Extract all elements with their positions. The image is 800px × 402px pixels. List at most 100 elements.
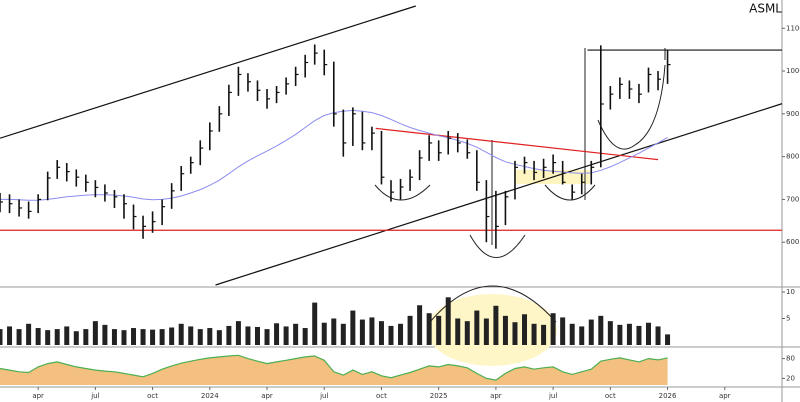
volume-bar (369, 317, 375, 345)
x-tick-label: 2024 (201, 392, 219, 400)
volume-bar (131, 328, 137, 345)
x-tick-label: oct (376, 392, 387, 400)
volume-bar (502, 315, 508, 345)
volume-bar (293, 323, 299, 345)
volume-bar (417, 305, 423, 345)
volume-bar (541, 324, 547, 345)
y-tick-label: 5 (786, 315, 790, 323)
volume-bar (455, 318, 461, 345)
x-tick-label: 2025 (430, 392, 448, 400)
volume-bar (0, 329, 3, 345)
x-tick-label: apr (261, 392, 273, 400)
y-tick-label: 20 (786, 374, 795, 382)
volume-bar (264, 329, 270, 345)
volume-bar (626, 323, 632, 345)
volume-bar (16, 329, 22, 345)
y-tick-label: 800 (786, 153, 799, 161)
volume-bar (607, 321, 613, 345)
volume-bar (111, 329, 117, 345)
y-tick-label: 80 (786, 355, 795, 363)
volume-bar (531, 323, 537, 345)
trend-line (215, 103, 782, 286)
volume-bar (398, 323, 404, 345)
volume-bar (598, 315, 604, 345)
volume-bar (579, 326, 585, 345)
x-tick-label: jul (90, 392, 99, 400)
y-tick-label: 1000 (786, 67, 800, 75)
volume-bar (235, 321, 241, 345)
trend-line (375, 127, 659, 161)
volume-bar (54, 329, 60, 345)
volume-bar (493, 305, 499, 345)
volume-bar (569, 323, 575, 345)
volume-bar (121, 330, 127, 345)
trend-line (0, 5, 416, 139)
volume-bar (188, 326, 194, 345)
x-tick-label: jul (548, 392, 557, 400)
volume-bar (522, 314, 528, 345)
volume-bar (436, 315, 442, 345)
oscillator-line (0, 354, 668, 381)
x-tick-label: oct (605, 392, 616, 400)
pattern-arc (429, 285, 557, 323)
volume-bar (474, 310, 480, 345)
volume-bar (26, 323, 32, 345)
volume-bar (340, 323, 346, 345)
volume-bar (216, 330, 222, 345)
x-tick-label: apr (32, 392, 44, 400)
volume-bar (617, 324, 623, 345)
volume-bar (245, 326, 251, 345)
volume-bar (150, 329, 156, 345)
volume-bar (388, 325, 394, 345)
volume-bar (550, 313, 556, 345)
x-tick-label: apr (490, 392, 502, 400)
x-tick-label: jul (319, 392, 328, 400)
volume-bar (159, 329, 165, 345)
price-panel (0, 5, 782, 286)
volume-bar (426, 313, 432, 345)
y-tick-label: 10 (786, 288, 795, 296)
volume-bar (588, 319, 594, 345)
x-tick-label: apr (719, 392, 731, 400)
volume-bar (464, 321, 470, 345)
volume-bar (359, 319, 365, 345)
volume-bar (560, 317, 566, 345)
pattern-arc (544, 184, 596, 201)
y-tick-label: 900 (786, 110, 799, 118)
volume-bar (512, 322, 518, 345)
x-tick-label: oct (147, 392, 158, 400)
volume-bar (73, 331, 79, 345)
y-tick-label: 600 (786, 238, 799, 246)
volume-bar (197, 329, 203, 345)
volume-bar (254, 326, 260, 345)
volume-bar (178, 323, 184, 345)
volume-bar (83, 329, 89, 345)
pattern-arc (374, 184, 431, 201)
volume-bar (207, 328, 213, 345)
y-tick-label: 700 (786, 195, 799, 203)
volume-bar (140, 329, 146, 345)
volume-bar (302, 328, 308, 345)
volume-bar (636, 325, 642, 345)
volume-bar (645, 322, 651, 345)
volume-bar (655, 326, 661, 345)
pattern-arc (597, 64, 666, 150)
volume-bar (64, 326, 70, 345)
volume-bar (92, 321, 98, 345)
volume-bar (169, 327, 175, 345)
pattern-arc (469, 234, 526, 258)
highlight-area (427, 294, 557, 366)
volume-bar (483, 318, 489, 345)
volume-bar (331, 318, 337, 345)
volume-bar (102, 324, 108, 345)
volume-bar (35, 328, 41, 345)
volume-bar (312, 302, 318, 345)
x-tick-label: 2026 (659, 392, 677, 400)
oscillator-area (0, 355, 668, 385)
volume-bar (350, 310, 356, 345)
volume-bar (665, 334, 671, 345)
volume-bar (378, 321, 384, 345)
volume-bar (7, 326, 13, 345)
volume-bar (407, 315, 413, 345)
